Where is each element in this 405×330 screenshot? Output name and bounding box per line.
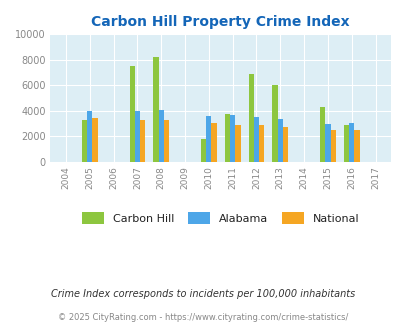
Bar (343, 125, 348, 162)
Bar (211, 123, 216, 162)
Bar (282, 127, 288, 162)
Bar (82, 119, 87, 162)
Bar (330, 130, 335, 162)
Bar (140, 119, 145, 162)
Bar (92, 118, 97, 162)
Bar (234, 125, 240, 162)
Bar (258, 125, 264, 162)
Bar (164, 120, 168, 162)
Bar (206, 116, 211, 162)
Bar (253, 117, 258, 162)
Bar (129, 66, 134, 162)
Bar (277, 118, 282, 162)
Bar (87, 111, 92, 162)
Bar (158, 110, 164, 162)
Bar (230, 115, 234, 162)
Bar (248, 74, 253, 162)
Bar (348, 123, 354, 162)
Bar (200, 139, 206, 162)
Text: Crime Index corresponds to incidents per 100,000 inhabitants: Crime Index corresponds to incidents per… (51, 289, 354, 299)
Bar (224, 114, 230, 162)
Bar (324, 124, 330, 162)
Bar (354, 130, 359, 162)
Bar (134, 111, 140, 162)
Legend: Carbon Hill, Alabama, National: Carbon Hill, Alabama, National (77, 208, 363, 228)
Text: © 2025 CityRating.com - https://www.cityrating.com/crime-statistics/: © 2025 CityRating.com - https://www.city… (58, 313, 347, 322)
Title: Carbon Hill Property Crime Index: Carbon Hill Property Crime Index (91, 15, 349, 29)
Bar (319, 107, 324, 162)
Bar (272, 84, 277, 162)
Bar (153, 57, 158, 162)
